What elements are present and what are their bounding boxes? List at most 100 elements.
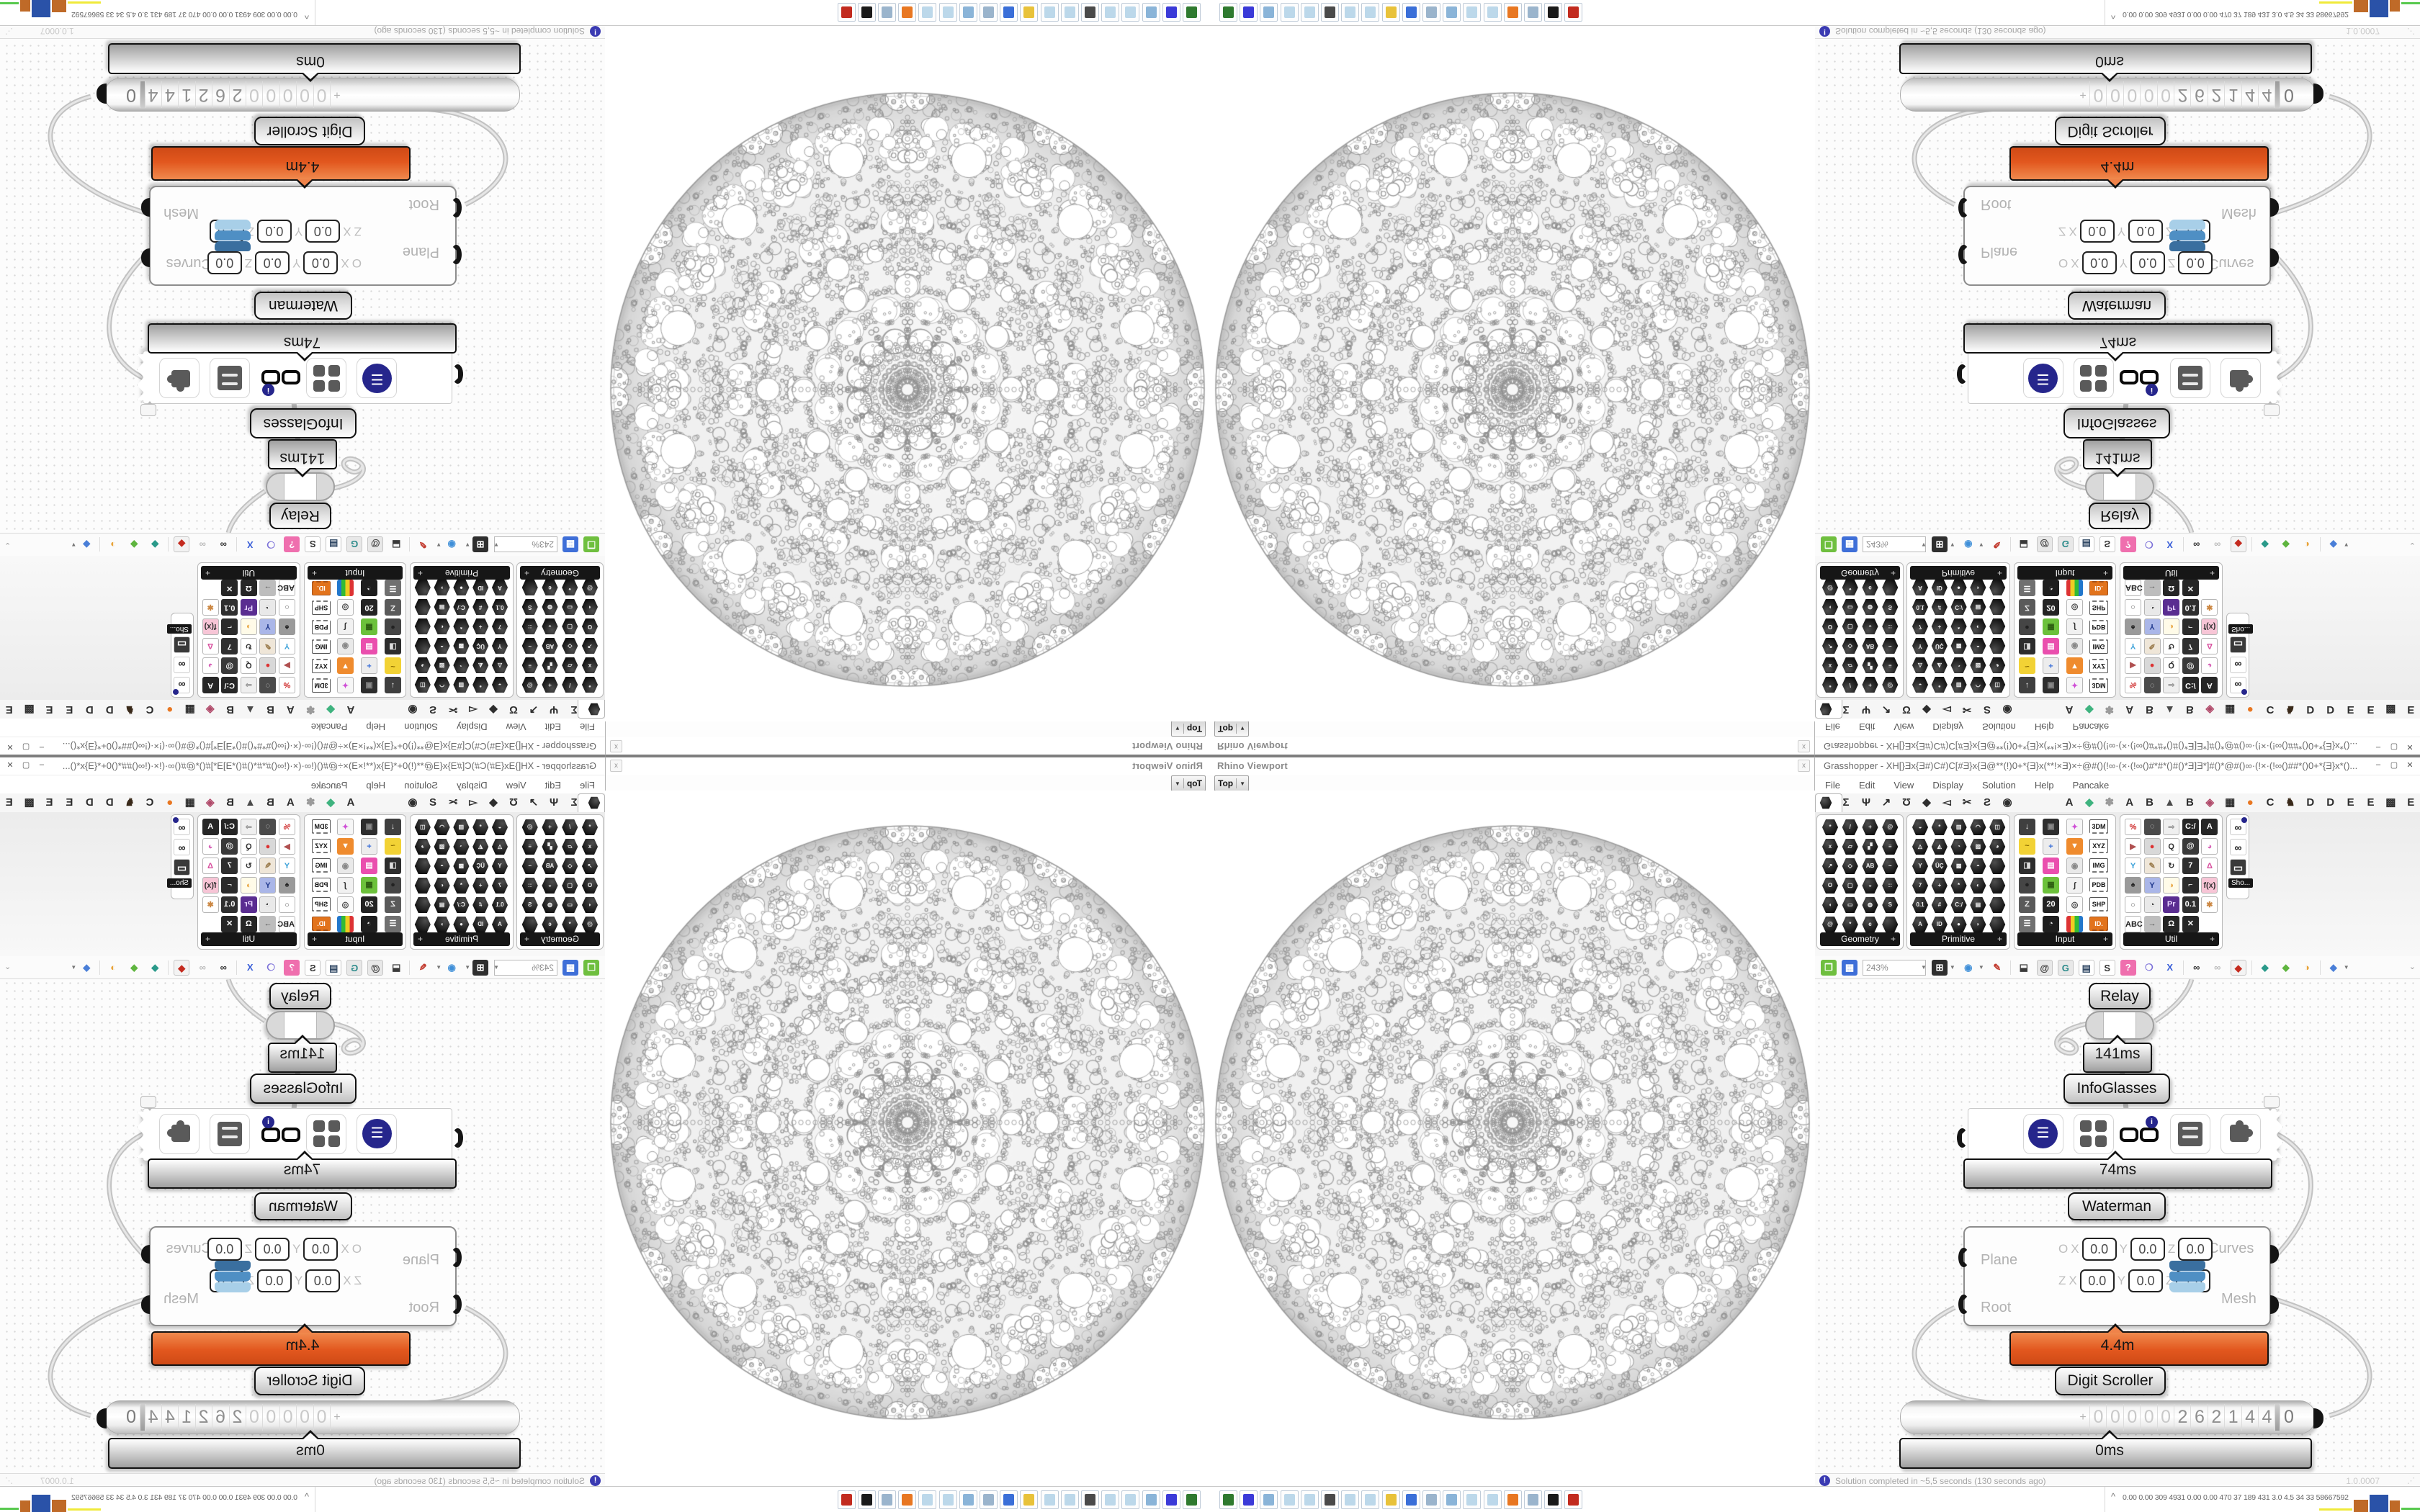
graph-icon[interactable]: ∫	[337, 877, 354, 894]
notepad-app-icon[interactable]	[918, 1490, 937, 1509]
path-list-icon[interactable]: C:/	[2182, 819, 2199, 835]
pr-icon[interactable]: Pr	[2163, 599, 2180, 616]
group-footer[interactable]: Primitive +	[413, 932, 510, 946]
tab-plugin-a1[interactable]: A	[346, 796, 355, 809]
number-field-ox[interactable]: 0.0	[2081, 251, 2117, 274]
target-icon[interactable]: ◎	[337, 599, 354, 616]
param-icon-9[interactable]: ◕	[1989, 838, 2006, 855]
colorbars-icon[interactable]	[337, 580, 354, 596]
digit-cell[interactable]: 1	[178, 81, 196, 108]
monitor-app-icon[interactable]	[1081, 1490, 1099, 1509]
param-icon-18[interactable]: ◐	[1969, 618, 1986, 635]
digit-cell[interactable]: 1	[2224, 81, 2242, 108]
glasses-icon[interactable]: ∞	[2230, 839, 2246, 855]
palette-icon[interactable]: ✱	[2201, 896, 2218, 913]
infoglasses-label[interactable]: InfoGlasses	[250, 408, 357, 438]
colorbars-icon[interactable]	[337, 916, 354, 932]
notepad-app-icon[interactable]	[1280, 1490, 1299, 1509]
param-icon-1[interactable]: *	[472, 676, 489, 693]
param-icon-11[interactable]: ~	[521, 637, 539, 654]
markdown-icon[interactable]: @	[367, 959, 384, 976]
digit-scroller-label[interactable]: Digit Scroller	[2055, 1367, 2166, 1395]
expand-icon[interactable]: +	[1996, 934, 2002, 944]
img-tag-icon[interactable]: IMG	[312, 858, 331, 873]
param-icon-8[interactable]: ▨	[1969, 657, 1986, 674]
infoglasses-icon[interactable]: ∞	[173, 677, 190, 695]
tab-plugin-gem[interactable]: ◆	[2085, 796, 2094, 809]
tab-display[interactable]: ◉	[2002, 703, 2012, 716]
target-icon[interactable]: ◎	[2066, 896, 2083, 913]
jump-icon[interactable]: +	[2043, 657, 2059, 674]
shp-tag-icon[interactable]: SHP	[312, 600, 331, 615]
param-icon-6[interactable]: ▞	[1862, 838, 1878, 855]
digit-cell-dim[interactable]: 0	[2156, 81, 2174, 108]
param-icon-20[interactable]: 0.1	[1912, 896, 1929, 914]
gradient-icon[interactable]: ▼	[337, 838, 354, 855]
id-tag-icon[interactable]: ID.	[2089, 917, 2108, 931]
param-icon-5[interactable]: ◬	[491, 657, 508, 674]
tab-plugin-e1[interactable]: E	[66, 796, 73, 809]
list-icon[interactable]: ☰	[2019, 916, 2035, 932]
param-icon-1[interactable]: /	[561, 676, 578, 693]
param-icon-7[interactable]: ◔	[452, 657, 470, 674]
param-icon-13[interactable]: ◓	[1969, 637, 1986, 654]
param-icon[interactable]	[414, 916, 431, 933]
preview-red-icon[interactable]: ◆	[174, 959, 190, 976]
shp-tag-icon[interactable]: SHP	[2089, 600, 2108, 615]
tab-transform[interactable]: Ƨ	[429, 703, 437, 716]
close-button[interactable]: ✕	[2406, 761, 2414, 770]
img-tag-icon[interactable]: IMG	[312, 639, 331, 654]
tab-plugin-shield[interactable]: ◈	[205, 703, 215, 716]
list-icon[interactable]: ☰	[385, 580, 401, 596]
text-list-icon[interactable]: A	[2201, 819, 2218, 835]
param-icon-16[interactable]: +	[1931, 618, 1948, 635]
galapagos-icon[interactable]: X	[246, 961, 254, 973]
param-icon-11[interactable]: ÜÇ	[472, 858, 489, 875]
tab-plugin-b1[interactable]: B	[2146, 796, 2154, 809]
arrow-app-icon[interactable]	[1544, 1490, 1563, 1509]
spiral-list-icon[interactable]: @	[221, 838, 238, 855]
drive-app-icon[interactable]	[1183, 3, 1201, 22]
zigzag-icon[interactable]: Z	[385, 896, 401, 913]
param-icon-17[interactable]: *	[1950, 618, 1968, 635]
param-icon-13[interactable]: ▢	[561, 618, 578, 635]
lens-light-icon[interactable]: ∞	[2214, 961, 2221, 973]
tab-plugin-b1[interactable]: B	[266, 703, 274, 716]
tab-plugin-c[interactable]: C	[2266, 703, 2275, 716]
param-icon-12[interactable]: O	[581, 618, 599, 635]
x-list-icon[interactable]: ✕	[2182, 580, 2199, 596]
x-list-icon[interactable]: ✕	[221, 580, 238, 596]
param-icon-13[interactable]: ◓	[434, 637, 451, 654]
digit-cell[interactable]: 2	[229, 81, 246, 108]
plugin-tile[interactable]	[306, 358, 346, 398]
clock-icon[interactable]: ◔	[2043, 580, 2059, 596]
board-icon[interactable]: ▭	[2230, 636, 2246, 653]
param-icon-10[interactable]: AB	[542, 637, 559, 654]
preview-half-icon[interactable]: ◑	[2303, 961, 2310, 973]
expand-icon[interactable]: +	[2102, 934, 2108, 944]
stopwatch-icon[interactable]: ◔	[259, 896, 277, 913]
pixels-icon[interactable]: ▦	[361, 618, 377, 635]
target-icon[interactable]: ◎	[2066, 599, 2083, 616]
preview-green-icon[interactable]: ◆	[2282, 961, 2290, 973]
param-icon-5[interactable]: ◬	[1912, 838, 1929, 855]
pixels-icon[interactable]: ▦	[2043, 618, 2059, 635]
param-icon-14[interactable]: ◒	[542, 618, 559, 635]
calculator-app-icon[interactable]	[1422, 3, 1440, 22]
tab-curve[interactable]: Ʊ	[1901, 796, 1912, 809]
param-icon[interactable]	[521, 579, 539, 596]
flask-icon[interactable]: Δ	[202, 858, 219, 874]
timer-icon[interactable]: ↻	[240, 638, 257, 654]
param-icon[interactable]	[521, 916, 539, 933]
viewport-view-dropdown[interactable]: Top ▼	[1170, 775, 1206, 791]
seven-list-icon[interactable]: 7	[221, 638, 238, 654]
q-arrow-icon[interactable]: Q	[240, 838, 257, 855]
waterman-component[interactable]: Plane Root Curves Mesh O X 0.0 Y 0.0 Z 0.0 Z X 0.…	[141, 1226, 462, 1326]
pr-icon[interactable]: Pr	[240, 599, 257, 616]
tree-icon[interactable]: ♠	[279, 618, 295, 635]
graphmapper-icon[interactable]: ~	[2019, 657, 2035, 674]
zip-icon[interactable]: Y	[259, 618, 277, 635]
button-icon[interactable]: ↓	[2019, 677, 2035, 693]
badge-app-icon[interactable]	[1564, 1490, 1583, 1509]
digit-cell[interactable]: 4	[161, 1404, 179, 1431]
